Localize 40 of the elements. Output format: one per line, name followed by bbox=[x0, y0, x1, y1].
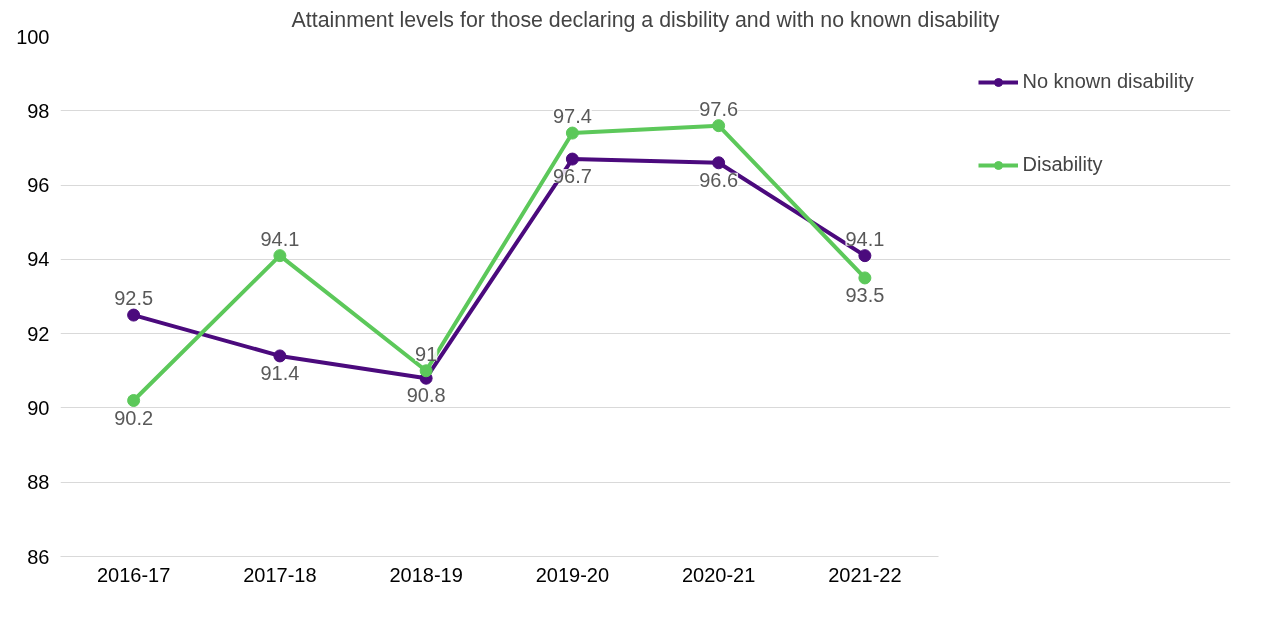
data-label: 92.5 bbox=[114, 287, 154, 310]
y-tick-label: 96 bbox=[27, 174, 50, 197]
y-tick-label: 86 bbox=[27, 545, 50, 568]
point bbox=[419, 364, 433, 378]
x-tick-label: 2018-19 bbox=[389, 563, 463, 586]
data-label: 91 bbox=[415, 342, 438, 365]
data-label: 93.5 bbox=[845, 283, 885, 306]
point bbox=[858, 271, 872, 285]
x-tick-label: 2020-21 bbox=[681, 563, 756, 586]
point bbox=[565, 126, 579, 140]
x-tick-label: 2019-20 bbox=[535, 563, 610, 586]
x-tick-label: 2017-18 bbox=[243, 563, 317, 586]
y-tick-label: 94 bbox=[27, 248, 50, 271]
data-label: 90.8 bbox=[406, 384, 446, 407]
y-tick-label: 92 bbox=[27, 322, 50, 345]
data-label: 94.1 bbox=[845, 227, 885, 250]
x-tick-label: 2021-22 bbox=[828, 563, 902, 586]
data-label: 91.4 bbox=[260, 361, 300, 384]
y-tick-label: 88 bbox=[27, 471, 50, 494]
point bbox=[565, 152, 579, 166]
point bbox=[273, 349, 287, 363]
point bbox=[712, 119, 726, 133]
x-tick-label: 2016-17 bbox=[96, 563, 171, 586]
chart-title: Attainment levels for those declaring a disbility and with no known disability bbox=[291, 7, 1000, 32]
point bbox=[858, 249, 872, 263]
point bbox=[127, 308, 141, 322]
data-label: 90.2 bbox=[114, 406, 154, 429]
y-tick-label: 100 bbox=[16, 25, 50, 48]
data-label: 96.7 bbox=[552, 165, 592, 188]
y-tick-label: 90 bbox=[27, 396, 50, 419]
data-label: 97.4 bbox=[552, 105, 592, 128]
data-label: 96.6 bbox=[699, 168, 739, 191]
data-label: 94.1 bbox=[260, 227, 300, 250]
point bbox=[273, 249, 287, 263]
y-tick-label: 98 bbox=[27, 99, 50, 122]
point bbox=[712, 156, 726, 170]
legend-label: No known disability bbox=[1022, 70, 1194, 93]
legend-label: Disability bbox=[1022, 153, 1103, 176]
point bbox=[127, 394, 141, 407]
data-label: 97.6 bbox=[699, 97, 739, 120]
